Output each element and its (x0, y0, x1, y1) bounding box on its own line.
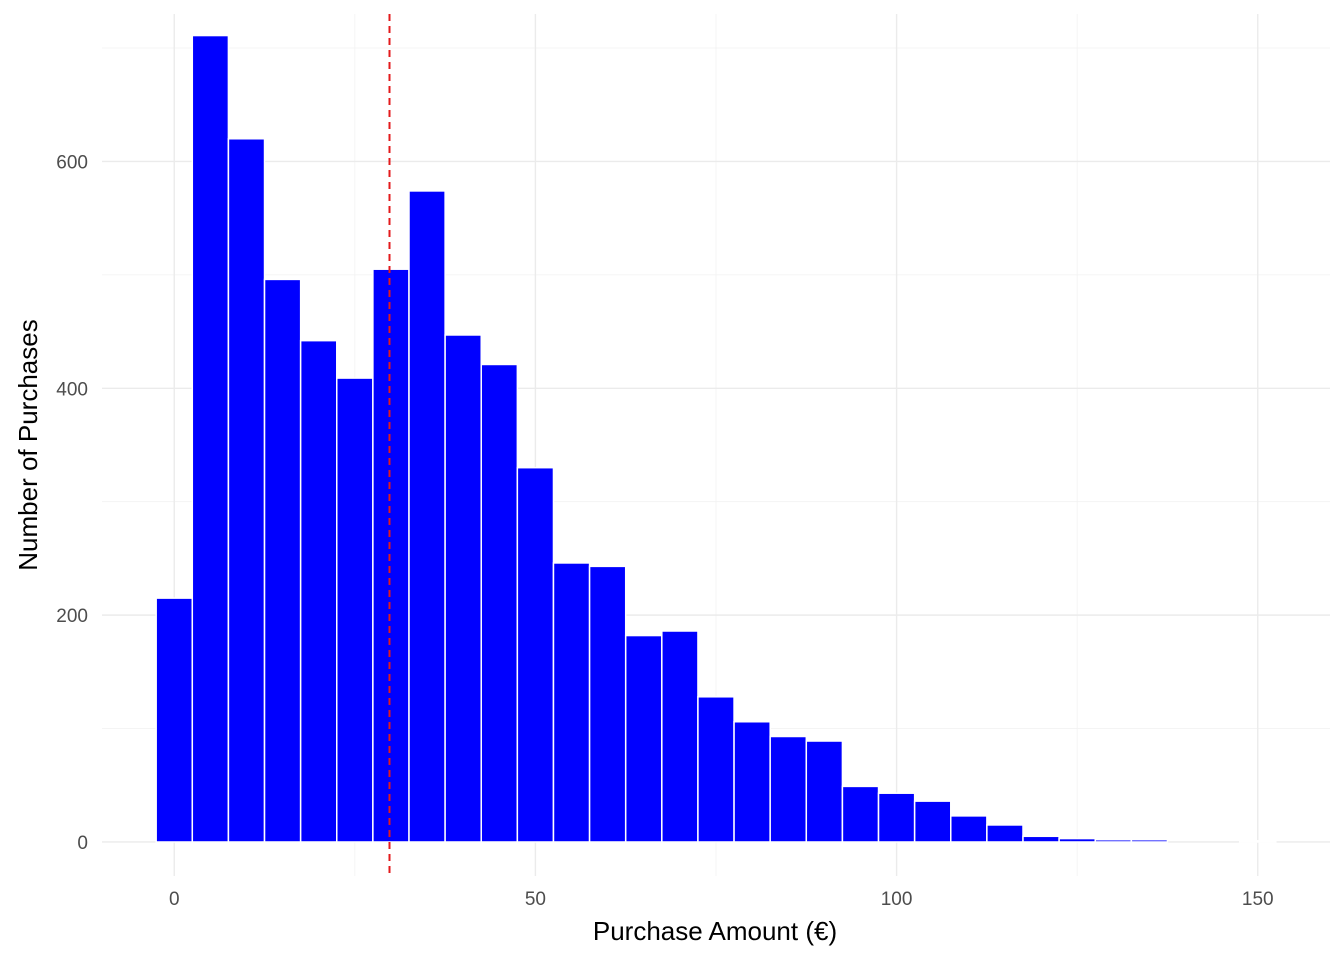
histogram-bar (1094, 838, 1133, 843)
histogram-bar (588, 565, 627, 843)
histogram-bar (1022, 835, 1060, 843)
histogram-bar (805, 740, 844, 843)
histogram-bar (733, 720, 771, 843)
x-tick-label: 100 (881, 889, 913, 910)
x-axis-title: Purchase Amount (€) (593, 916, 837, 946)
bars (155, 34, 1277, 843)
histogram-bar (624, 634, 663, 843)
histogram-bar (986, 824, 1024, 843)
histogram-bar (155, 597, 194, 843)
histogram-bar (227, 138, 266, 843)
y-tick-label: 400 (56, 379, 88, 400)
x-tick-label: 150 (1242, 889, 1274, 910)
histogram-bar (263, 278, 302, 843)
histogram-bar (697, 696, 735, 843)
histogram-bar (408, 190, 446, 843)
y-axis-title: Number of Purchases (13, 319, 43, 570)
histogram-bar (336, 377, 374, 843)
histogram-bar (950, 815, 988, 843)
y-tick-label: 600 (56, 152, 88, 173)
histogram-bar (841, 785, 880, 843)
histogram-bar (480, 363, 519, 843)
histogram-bar (516, 466, 555, 843)
x-tick-label: 50 (525, 889, 546, 910)
histogram-bar (1130, 838, 1169, 843)
histogram-bar (769, 735, 808, 843)
histogram-bar (913, 800, 952, 843)
x-tick-label: 0 (169, 889, 180, 910)
histogram-bar (1238, 840, 1277, 843)
histogram-bar (877, 792, 916, 843)
tick-labels: 0 50 100 150 0 200 400 600 (56, 152, 1273, 910)
histogram-bar (661, 630, 699, 843)
y-tick-label: 200 (56, 606, 88, 627)
histogram-bar (372, 268, 410, 843)
histogram-bar (444, 334, 482, 843)
histogram-bar (1058, 837, 1096, 843)
histogram-bar (299, 339, 338, 843)
histogram-bar (552, 562, 591, 843)
y-tick-label: 0 (77, 833, 88, 854)
histogram-bar (191, 34, 230, 843)
